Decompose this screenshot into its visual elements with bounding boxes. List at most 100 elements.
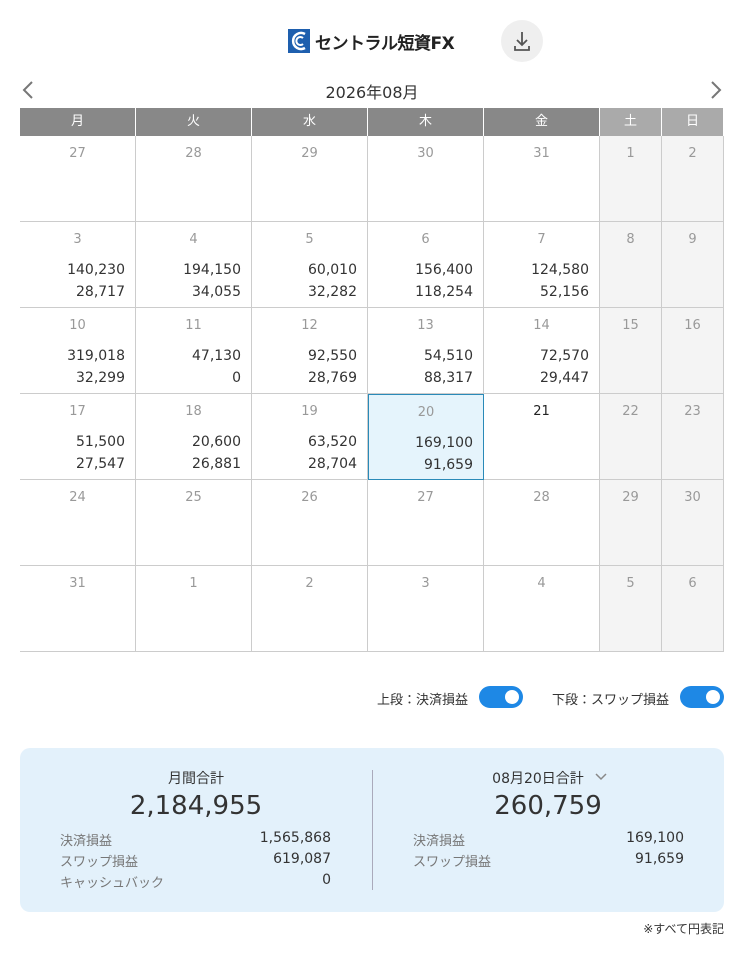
day-cell[interactable]: 9: [662, 222, 724, 308]
summary-label: スワップ損益: [60, 855, 139, 870]
day-number: 29: [301, 146, 318, 161]
toggle-switch[interactable]: [479, 686, 523, 708]
lower-value: 26,881: [192, 456, 241, 472]
day-cell[interactable]: 30: [662, 480, 724, 566]
day-number: 14: [533, 318, 550, 333]
summary-total: 260,759: [494, 791, 602, 821]
day-cell[interactable]: 10 319,018 32,299: [20, 308, 136, 394]
day-number: 10: [69, 318, 86, 333]
day-cell[interactable]: 31: [484, 136, 600, 222]
day-number: 2: [688, 146, 697, 161]
day-cell[interactable]: 27: [20, 136, 136, 222]
day-cell[interactable]: 22: [600, 394, 662, 480]
day-cell[interactable]: 3 140,230 28,717: [20, 222, 136, 308]
day-number: 7: [537, 232, 546, 247]
summary-total: 2,184,955: [129, 791, 263, 821]
day-number: 6: [688, 576, 697, 591]
day-cell[interactable]: 31: [20, 566, 136, 652]
day-cell[interactable]: 15: [600, 308, 662, 394]
summary-label: 決済損益: [60, 834, 113, 849]
day-number: 29: [622, 490, 639, 505]
day-cell[interactable]: 28: [484, 480, 600, 566]
day-cell[interactable]: 17 51,500 27,547: [20, 394, 136, 480]
day-cell[interactable]: 14 72,570 29,447: [484, 308, 600, 394]
day-cell[interactable]: 30: [368, 136, 484, 222]
day-cell[interactable]: 25: [136, 480, 252, 566]
lower-value: 32,299: [76, 370, 125, 386]
next-month[interactable]: [708, 80, 724, 100]
day-cell[interactable]: 19 63,520 28,704: [252, 394, 368, 480]
day-cell[interactable]: 13 54,510 88,317: [368, 308, 484, 394]
day-number: 1: [626, 146, 635, 161]
upper-value: 319,018: [67, 348, 125, 364]
day-number: 15: [622, 318, 639, 333]
upper-value: 51,500: [76, 434, 125, 450]
day-cell[interactable]: 1: [600, 136, 662, 222]
day-number: 17: [69, 404, 86, 419]
day-cell[interactable]: 3: [368, 566, 484, 652]
logo-icon: [288, 29, 310, 53]
upper-value: 140,230: [67, 262, 125, 278]
day-cell[interactable]: 21: [484, 394, 600, 480]
day-cell[interactable]: 8: [600, 222, 662, 308]
lower-value: 28,704: [308, 456, 357, 472]
day-cell[interactable]: 24: [20, 480, 136, 566]
prev-month[interactable]: [20, 80, 36, 100]
day-cell[interactable]: 4: [484, 566, 600, 652]
day-cell[interactable]: 20 169,100 91,659: [368, 394, 484, 480]
day-cell[interactable]: 5 60,010 32,282: [252, 222, 368, 308]
day-cell[interactable]: 27: [368, 480, 484, 566]
day-cell[interactable]: 29: [600, 480, 662, 566]
lower-value: 28,769: [308, 370, 357, 386]
day-cell[interactable]: 1: [136, 566, 252, 652]
summary-value: 619,087: [273, 851, 331, 867]
day-cell[interactable]: 6: [662, 566, 724, 652]
day-cell[interactable]: 16: [662, 308, 724, 394]
logo: セントラル短資FX: [288, 28, 455, 54]
date-dropdown[interactable]: [594, 769, 608, 788]
day-cell[interactable]: 12 92,550 28,769: [252, 308, 368, 394]
day-cell[interactable]: 23: [662, 394, 724, 480]
logo-text: セントラル短資FX: [315, 33, 455, 54]
download-button[interactable]: [501, 20, 543, 62]
weekday-header: 土: [600, 108, 662, 136]
day-number: 16: [684, 318, 701, 333]
weekday-header: 日: [662, 108, 724, 136]
day-cell[interactable]: 7 124,580 52,156: [484, 222, 600, 308]
summary-value: 1,565,868: [259, 830, 331, 846]
summary-label: スワップ損益: [413, 855, 492, 870]
summary-value: 0: [322, 872, 331, 888]
upper-value: 60,010: [308, 262, 357, 278]
day-cell[interactable]: 26: [252, 480, 368, 566]
toggle-switch[interactable]: [680, 686, 724, 708]
day-cell[interactable]: 6 156,400 118,254: [368, 222, 484, 308]
summary-box: [20, 748, 724, 912]
upper-value: 20,600: [192, 434, 241, 450]
lower-value: 0: [232, 370, 241, 386]
weekday-header: 木: [368, 108, 484, 136]
summary-value: 91,659: [635, 851, 684, 867]
summary-label: キャッシュバック: [60, 876, 165, 891]
lower-value: 52,156: [540, 284, 589, 300]
day-number: 9: [688, 232, 697, 247]
day-number: 1: [189, 576, 198, 591]
day-cell[interactable]: 2: [252, 566, 368, 652]
day-number: 22: [622, 404, 639, 419]
day-number: 30: [417, 146, 434, 161]
month-title: 2026年08月: [325, 83, 419, 102]
upper-value: 169,100: [415, 435, 473, 451]
lower-value: 28,717: [76, 284, 125, 300]
day-cell[interactable]: 11 47,130 0: [136, 308, 252, 394]
day-number: 27: [417, 490, 434, 505]
day-number: 31: [69, 576, 86, 591]
day-cell[interactable]: 28: [136, 136, 252, 222]
lower-value: 27,547: [76, 456, 125, 472]
upper-value: 124,580: [531, 262, 589, 278]
day-cell[interactable]: 5: [600, 566, 662, 652]
day-cell[interactable]: 4 194,150 34,055: [136, 222, 252, 308]
day-cell[interactable]: 2: [662, 136, 724, 222]
day-cell[interactable]: 29: [252, 136, 368, 222]
day-cell[interactable]: 18 20,600 26,881: [136, 394, 252, 480]
lower-value: 118,254: [415, 284, 473, 300]
